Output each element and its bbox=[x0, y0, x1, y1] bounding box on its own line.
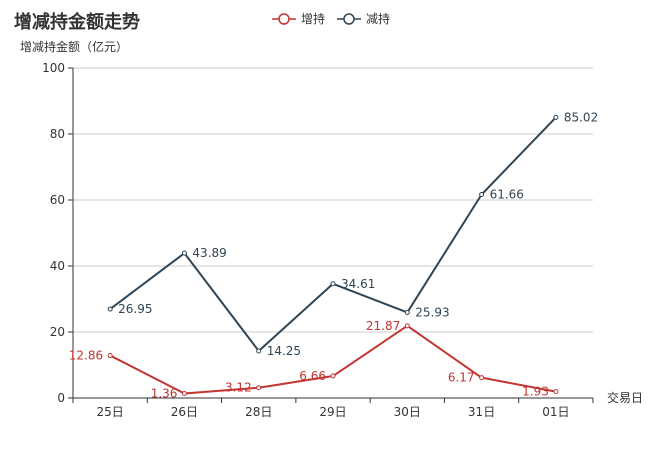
y-axis-name: 增减持金额（亿元） bbox=[20, 39, 128, 54]
data-label: 6.17 bbox=[448, 371, 475, 385]
series-layer: 12.86 1.36 3.12 6.66 21.87 6.17 1.93 26.95 43.89… bbox=[69, 110, 598, 400]
y-tick-label: 60 bbox=[50, 193, 65, 207]
series-line-0 bbox=[109, 324, 557, 395]
legend-item-decrease[interactable]: 减持 bbox=[337, 10, 390, 27]
data-label: 85.02 bbox=[564, 110, 598, 124]
data-point[interactable] bbox=[479, 192, 485, 198]
y-tick-label: 100 bbox=[42, 61, 65, 75]
data-point[interactable] bbox=[181, 391, 187, 397]
data-label: 1.36 bbox=[151, 387, 178, 401]
data-point[interactable] bbox=[404, 309, 410, 315]
data-point[interactable] bbox=[553, 114, 559, 120]
data-label: 61.66 bbox=[490, 188, 524, 202]
y-tick-label: 20 bbox=[50, 325, 65, 339]
x-tick-label: 29日 bbox=[319, 405, 346, 419]
data-label: 26.95 bbox=[118, 302, 152, 316]
data-point[interactable] bbox=[107, 306, 113, 312]
x-axis-name: 交易日 bbox=[607, 390, 643, 405]
y-tick-label: 40 bbox=[50, 259, 65, 273]
data-label: 3.12 bbox=[225, 381, 252, 395]
data-label: 12.86 bbox=[69, 349, 103, 363]
data-label: 14.25 bbox=[267, 344, 301, 358]
data-label: 6.66 bbox=[299, 369, 326, 383]
data-point[interactable] bbox=[256, 348, 262, 354]
axis-layer: 增减持金额（亿元） 交易日 0 20 40 60 80 100 25日 26日 28日 29日 30… bbox=[20, 39, 643, 419]
legend-label-decrease: 减持 bbox=[366, 12, 391, 26]
data-point[interactable] bbox=[553, 389, 559, 395]
data-label: 25.93 bbox=[415, 305, 449, 319]
legend-item-increase[interactable]: 增持 bbox=[272, 10, 325, 27]
x-tick-label: 28日 bbox=[245, 405, 272, 419]
data-point[interactable] bbox=[256, 385, 262, 391]
data-label: 21.87 bbox=[366, 319, 400, 333]
chart-title: 增减持金额走势 bbox=[14, 12, 140, 33]
data-point[interactable] bbox=[330, 281, 336, 287]
data-label: 1.93 bbox=[522, 385, 549, 399]
legend-label-increase: 增持 bbox=[301, 12, 326, 26]
data-point[interactable] bbox=[330, 373, 336, 379]
x-tick-label: 26日 bbox=[171, 405, 198, 419]
data-point[interactable] bbox=[181, 250, 187, 256]
x-tick-label: 25日 bbox=[97, 405, 124, 419]
legend: 增持 减持 bbox=[272, 10, 390, 27]
grid-layer bbox=[73, 67, 593, 333]
data-point[interactable] bbox=[404, 323, 410, 329]
data-point[interactable] bbox=[479, 375, 485, 381]
data-point[interactable] bbox=[107, 353, 113, 359]
data-label: 43.89 bbox=[192, 246, 226, 260]
x-tick-label: 01日 bbox=[542, 405, 569, 419]
x-tick-label: 31日 bbox=[468, 405, 495, 419]
data-label: 34.61 bbox=[341, 277, 375, 291]
y-tick-label: 0 bbox=[57, 391, 65, 405]
y-tick-label: 80 bbox=[50, 127, 65, 141]
x-tick-label: 30日 bbox=[394, 405, 421, 419]
legend-swatch-decrease bbox=[337, 12, 362, 25]
legend-swatch-increase bbox=[272, 12, 296, 25]
series-line-1 bbox=[109, 116, 557, 352]
